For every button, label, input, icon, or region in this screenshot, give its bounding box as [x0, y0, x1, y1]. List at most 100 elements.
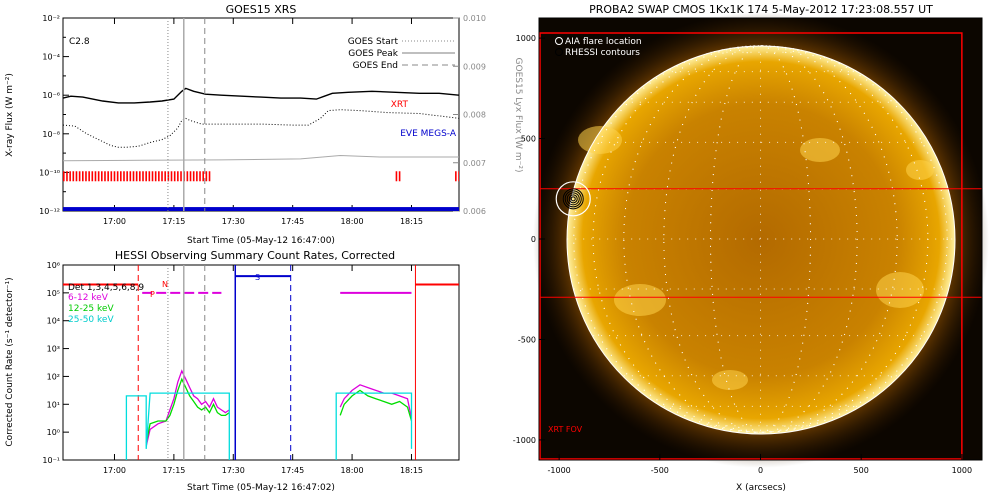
hessi-y-tick-label: 10⁵ [47, 289, 60, 298]
swap-x-tick-label: 0 [758, 466, 763, 475]
xrt-coverage-tick [180, 171, 182, 182]
xrt-coverage-tick [82, 171, 84, 182]
swap-y-tick-label: 500 [521, 135, 536, 144]
xrt-coverage-tick [173, 171, 176, 182]
xrt-coverage-tick [158, 171, 160, 182]
goes-series-long [63, 87, 459, 104]
xrt-coverage-tick [202, 171, 204, 182]
swap-x-tick-label: 1000 [952, 466, 972, 475]
xrt-coverage-tick [161, 171, 163, 182]
hessi-x-tick-label: 18:15 [400, 466, 423, 475]
xrt-coverage-tick [154, 171, 157, 182]
hessi-mode-lines [63, 265, 459, 460]
hessi-y-label: Corrected Count Rate (s⁻¹ detector⁻¹) [5, 277, 15, 446]
hessi-title: HESSI Observing Summary Count Rates, Cor… [115, 249, 395, 262]
rhessi-legend-symbol [555, 48, 563, 56]
goes-x-tick-label: 17:15 [162, 217, 185, 226]
xrt-coverage-tick [145, 171, 147, 182]
xrt-coverage-tick [78, 171, 81, 182]
goes-x-tick-label: 17:45 [281, 217, 304, 226]
goes-x-tick-label: 17:00 [103, 217, 126, 226]
active-region-3 [876, 272, 924, 308]
rhessi-contour [568, 194, 578, 204]
xrt-coverage-tick [189, 171, 192, 182]
hessi-series-6-12-kev [145, 369, 230, 447]
active-region-5 [712, 370, 748, 390]
swap-y-tick-label: 1000 [516, 34, 536, 43]
xrt-coverage-tick [75, 171, 78, 182]
xrt-coverage-tick [398, 171, 401, 182]
xrt-coverage-tick [170, 171, 173, 182]
sun-disk [567, 46, 955, 434]
sun-active-regions [578, 126, 934, 390]
goes-xrs-panel: GOES15 XRS 10⁻¹² 10⁻¹⁰ 10⁻⁸ 10⁻⁶ 10⁻⁴ 10⁻² 0.… [5, 3, 523, 246]
eve-label: EVE MEGS-A [400, 129, 457, 139]
goes-legend: GOES Start GOES Peak GOES End [348, 37, 455, 71]
hessi-y-tick-label: 10¹ [47, 400, 60, 409]
xrt-coverage-tick [72, 171, 75, 182]
hessi-y-tick-label: 10³ [47, 345, 60, 354]
active-region-4 [800, 138, 840, 162]
xrt-coverage-tick [208, 171, 211, 182]
xrt-coverage-tick [395, 171, 398, 182]
hessi-marker-p: P [150, 290, 155, 299]
hessi-legend-25-50: 25-50 keV [68, 315, 114, 325]
hessi-y-tick-label: 10⁻¹ [42, 456, 60, 465]
xrt-coverage-tick [177, 171, 179, 182]
xrt-coverage-tick [94, 171, 97, 182]
hessi-series [125, 369, 413, 460]
goes-y2-tick-label: 0.010 [463, 14, 486, 23]
swap-y-tick-label: 0 [531, 235, 536, 244]
hessi-legend-title: Det 1,3,4,5,6,8,9 [68, 283, 144, 293]
xrt-coverage-tick [148, 171, 151, 182]
xrt-fov-box [539, 32, 963, 460]
rhessi-contour [562, 188, 584, 210]
xrt-coverage-tick [151, 171, 154, 182]
aia-legend-symbol [555, 37, 563, 45]
goes-flare-class: C2.8 [69, 37, 90, 47]
goes-y-tick-label: 10⁻⁴ [42, 53, 60, 62]
hessi-legend: Det 1,3,4,5,6,8,9 6-12 keV 12-25 keV 25-… [68, 283, 144, 325]
goes-x-tick-label: 18:00 [341, 217, 364, 226]
swap-y-tick-label: -1000 [513, 436, 536, 445]
goes-y-tick-label: 10⁻² [42, 14, 60, 23]
hessi-x-label: Start Time (05-May-12 16:47:02) [187, 483, 335, 493]
goes-y-tick-label: 10⁻⁶ [42, 91, 60, 100]
goes-y2-tick-label: 0.009 [463, 62, 486, 71]
xrt-coverage-tick [97, 171, 100, 182]
xrt-coverage-tick [104, 171, 106, 182]
goes-y-tick-label: 10⁻⁸ [42, 130, 60, 139]
goes-y2-axis: 0.006 0.007 0.008 0.009 0.010 [453, 14, 486, 216]
solar-grid-longitude [663, 45, 858, 433]
goes-legend-end: GOES End [353, 61, 398, 71]
swap-overlays [539, 32, 982, 460]
swap-y-tick-label: -500 [518, 335, 536, 344]
goes-legend-start: GOES Start [348, 37, 399, 47]
hessi-x-tick-label: 17:45 [281, 466, 304, 475]
hessi-y-tick-label: 10² [47, 372, 60, 381]
xrt-coverage-tick [142, 171, 144, 182]
goes-y-label: X-ray Flux (W m⁻²) [5, 73, 15, 157]
hessi-x-axis: 17:00 17:15 17:30 17:45 18:00 18:15 [103, 265, 423, 475]
solar-grid [567, 45, 954, 433]
xrt-coverage-tick [120, 171, 122, 182]
goes-y-axis: 10⁻¹² 10⁻¹⁰ 10⁻⁸ 10⁻⁶ 10⁻⁴ 10⁻² [39, 14, 69, 216]
xrt-coverage-tick [69, 171, 71, 182]
xrt-coverage-tick [139, 171, 141, 182]
xrt-coverage-tick [113, 171, 116, 182]
active-region-1 [578, 126, 622, 154]
goes-y2-tick-label: 0.008 [463, 111, 486, 120]
hessi-series-25-50-kev [335, 392, 413, 460]
hessi-marker-n: N [162, 280, 168, 289]
goes-x-tick-label: 17:30 [222, 217, 245, 226]
solar-grid-longitude [573, 45, 948, 433]
xrt-coverage-tick [129, 171, 132, 182]
xrt-coverage-tick [167, 171, 170, 182]
xrt-coverage-tick [164, 171, 166, 182]
hessi-event-lines [167, 265, 206, 460]
xrt-coverage-tick [186, 171, 189, 182]
xrt-coverage-tick [458, 171, 459, 182]
goes-x-axis: 17:00 17:15 17:30 17:45 18:00 18:15 [103, 18, 423, 226]
xrt-coverage-tick [110, 171, 113, 182]
